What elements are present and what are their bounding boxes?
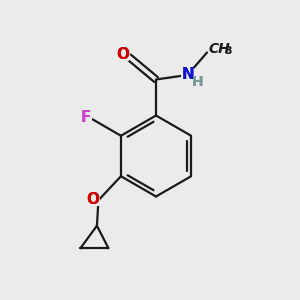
Bar	[86, 193, 100, 206]
Text: N: N	[182, 67, 194, 82]
Text: CH: CH	[208, 42, 230, 56]
Text: H: H	[192, 75, 203, 88]
Text: N: N	[182, 67, 194, 82]
Bar	[116, 48, 129, 61]
Text: O: O	[86, 192, 100, 207]
Text: 3: 3	[224, 46, 232, 56]
Bar	[79, 111, 92, 124]
Bar	[181, 68, 194, 81]
Text: O: O	[116, 47, 129, 62]
Text: O: O	[86, 192, 100, 207]
Text: F: F	[81, 110, 91, 125]
Text: F: F	[81, 110, 91, 125]
Text: H: H	[192, 75, 203, 88]
Text: O: O	[116, 47, 129, 62]
